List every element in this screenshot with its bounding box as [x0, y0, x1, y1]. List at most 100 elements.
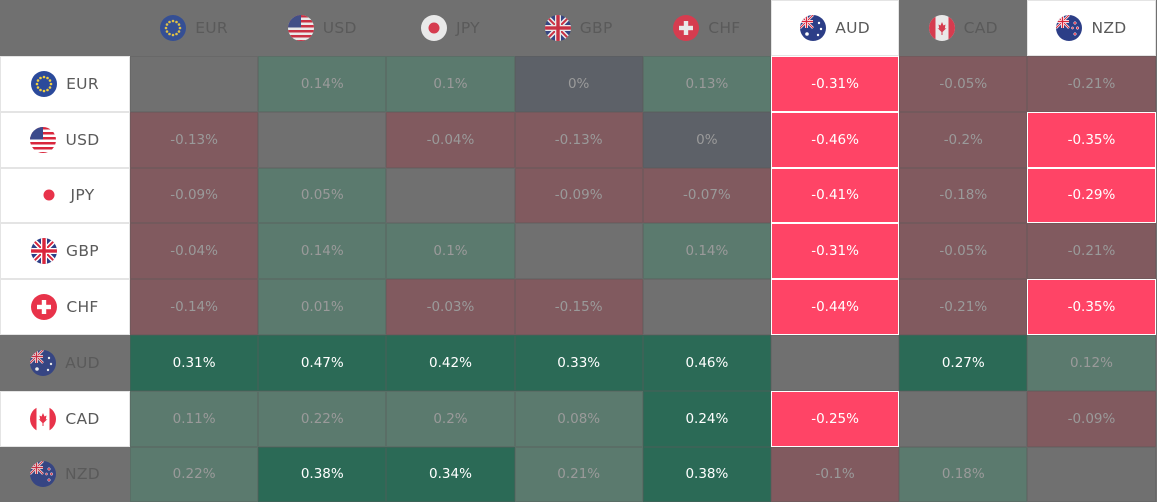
row-header-cad: CAD: [0, 390, 130, 447]
row-header-chf: CHF: [0, 279, 130, 335]
heatmap-cell-gbp-aud: -0.31%: [771, 223, 900, 280]
heatmap-cell-gbp-usd: 0.14%: [258, 223, 387, 280]
eu-flag-icon: [31, 70, 58, 97]
switzerland-flag-icon: [31, 294, 58, 321]
heatmap-cell-cad-gbp: 0.08%: [514, 390, 643, 447]
heatmap-cell-nzd-chf: 0.38%: [642, 446, 771, 502]
heatmap-cell-nzd-nzd: [1027, 446, 1156, 502]
heatmap-cell-eur-jpy: 0.1%: [386, 56, 515, 112]
heatmap-cell-usd-nzd: -0.35%: [1027, 111, 1156, 168]
column-header-label: NZD: [1091, 19, 1127, 37]
row-header-aud: AUD: [0, 335, 130, 391]
column-header-usd: USD: [258, 0, 386, 56]
heatmap-cell-jpy-jpy: [386, 167, 515, 224]
heatmap-cell-chf-eur: -0.14%: [130, 279, 259, 335]
switzerland-flag-icon: [673, 15, 700, 41]
heatmap-cell-nzd-gbp: 0.21%: [514, 446, 643, 502]
new-zealand-flag-icon: [29, 461, 56, 488]
row-header-gbp: GBP: [0, 223, 130, 280]
column-header-nzd: NZD: [1027, 0, 1156, 56]
uk-flag-icon: [544, 15, 571, 41]
heatmap-cell-gbp-eur: -0.04%: [130, 223, 259, 280]
australia-flag-icon: [30, 349, 57, 376]
heatmap-cell-aud-eur: 0.31%: [130, 335, 259, 391]
heatmap-cell-gbp-jpy: 0.1%: [386, 223, 515, 280]
heatmap-cell-cad-nzd: -0.09%: [1027, 390, 1156, 447]
row-header-label: NZD: [64, 465, 101, 484]
uk-flag-icon: [31, 238, 58, 265]
column-header-label: GBP: [579, 19, 613, 37]
heatmap-cell-jpy-eur: -0.09%: [130, 167, 259, 224]
heatmap-cell-cad-usd: 0.22%: [258, 390, 387, 447]
us-flag-icon: [30, 126, 57, 153]
heatmap-cell-usd-eur: -0.13%: [130, 111, 259, 168]
heatmap-cell-eur-nzd: -0.21%: [1027, 56, 1156, 112]
heatmap-cell-usd-jpy: -0.04%: [386, 111, 515, 168]
heatmap-cell-chf-aud: -0.44%: [771, 279, 900, 335]
heatmap-cell-aud-gbp: 0.33%: [514, 335, 643, 391]
heatmap-cell-cad-jpy: 0.2%: [386, 390, 515, 447]
heatmap-cell-nzd-aud: -0.1%: [771, 446, 900, 502]
heatmap-cell-usd-chf: 0%: [642, 111, 771, 168]
column-header-gbp: GBP: [515, 0, 643, 56]
row-header-label: GBP: [66, 242, 99, 261]
column-header-jpy: JPY: [386, 0, 514, 56]
heatmap-cell-gbp-nzd: -0.21%: [1027, 223, 1156, 280]
row-header-label: JPY: [70, 186, 95, 205]
heatmap-cell-aud-cad: 0.27%: [899, 335, 1028, 391]
heatmap-cell-cad-eur: 0.11%: [130, 390, 259, 447]
row-header-usd: USD: [0, 111, 130, 168]
column-header-label: JPY: [456, 19, 480, 37]
heatmap-cell-gbp-gbp: [514, 223, 643, 280]
column-header-label: AUD: [835, 19, 870, 37]
column-header-cad: CAD: [899, 0, 1027, 56]
row-header-label: AUD: [65, 353, 100, 372]
column-header-aud: AUD: [771, 0, 900, 56]
heatmap-cell-jpy-chf: -0.07%: [642, 167, 771, 224]
row-header-label: CAD: [65, 409, 100, 428]
us-flag-icon: [287, 15, 314, 41]
heatmap-cell-eur-usd: 0.14%: [258, 56, 387, 112]
heatmap-cell-usd-cad: -0.2%: [899, 111, 1028, 168]
heatmap-cell-cad-cad: [899, 390, 1028, 447]
heatmap-cell-jpy-usd: 0.05%: [258, 167, 387, 224]
column-header-label: USD: [322, 19, 357, 37]
heatmap-cell-cad-aud: -0.25%: [771, 390, 900, 447]
heatmap-cell-aud-aud: [771, 335, 900, 391]
heatmap-cell-gbp-chf: 0.14%: [642, 223, 771, 280]
heatmap-cell-chf-nzd: -0.35%: [1027, 279, 1156, 335]
heatmap-cell-cad-chf: 0.24%: [642, 390, 771, 447]
canada-flag-icon: [30, 405, 57, 432]
heatmap-cell-jpy-cad: -0.18%: [899, 167, 1028, 224]
heatmap-cell-eur-aud: -0.31%: [771, 56, 900, 112]
japan-flag-icon: [421, 15, 447, 41]
heatmap-cell-jpy-gbp: -0.09%: [514, 167, 643, 224]
heatmap-cell-chf-chf: [642, 279, 771, 335]
australia-flag-icon: [800, 15, 827, 41]
heatmap-cell-chf-cad: -0.21%: [899, 279, 1028, 335]
canada-flag-icon: [928, 15, 955, 41]
heatmap-cell-gbp-cad: -0.05%: [899, 223, 1028, 280]
column-header-label: CHF: [708, 19, 741, 37]
heatmap-cell-chf-gbp: -0.15%: [514, 279, 643, 335]
row-header-label: EUR: [66, 74, 99, 93]
heatmap-cell-aud-jpy: 0.42%: [386, 335, 515, 391]
heatmap-cell-aud-usd: 0.47%: [258, 335, 387, 391]
heatmap-cell-eur-eur: [130, 56, 259, 112]
heatmap-cell-usd-gbp: -0.13%: [514, 111, 643, 168]
heatmap-cell-jpy-aud: -0.41%: [771, 167, 900, 224]
heatmap-cell-nzd-usd: 0.38%: [258, 446, 387, 502]
heatmap-cell-jpy-nzd: -0.29%: [1027, 167, 1156, 224]
column-header-label: EUR: [195, 19, 228, 37]
row-header-jpy: JPY: [0, 167, 130, 224]
heatmap-cell-usd-aud: -0.46%: [771, 111, 900, 168]
heatmap-cell-eur-chf: 0.13%: [642, 56, 771, 112]
heatmap-cell-aud-chf: 0.46%: [642, 335, 771, 391]
heatmap-cell-chf-usd: 0.01%: [258, 279, 387, 335]
heatmap-cell-nzd-eur: 0.22%: [130, 446, 259, 502]
heatmap-cell-nzd-cad: 0.18%: [899, 446, 1028, 502]
column-header-chf: CHF: [643, 0, 771, 56]
column-header-eur: EUR: [130, 0, 258, 56]
row-header-eur: EUR: [0, 56, 130, 112]
